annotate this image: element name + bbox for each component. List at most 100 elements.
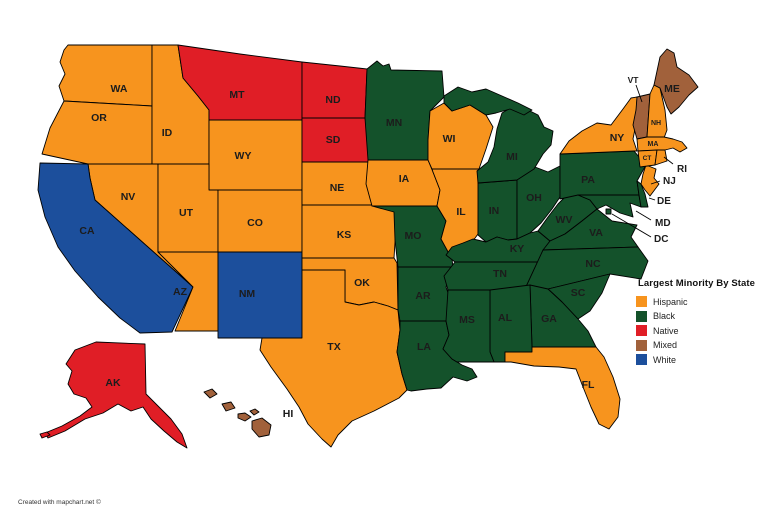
state-label-TX: TX — [327, 341, 340, 353]
legend-row-black: Black — [636, 310, 776, 322]
state-NY[interactable] — [559, 96, 638, 155]
state-label-KS: KS — [337, 229, 352, 241]
state-HI-island-5[interactable] — [251, 417, 272, 438]
callout-line-DC — [611, 213, 652, 238]
state-label-NY: NY — [610, 132, 625, 144]
state-label-SD: SD — [326, 134, 341, 146]
state-label-KY: KY — [510, 243, 525, 255]
state-label-AZ: AZ — [173, 286, 188, 298]
legend-row-white: White — [636, 354, 776, 366]
callout-line-NJ — [650, 180, 661, 185]
legend-title: Largest Minority By State — [638, 278, 756, 289]
footer-credit: Created with mapchart.net © — [18, 499, 101, 506]
state-label-RI: RI — [677, 164, 687, 175]
state-label-ND: ND — [325, 94, 341, 106]
state-label-MA: MA — [648, 141, 659, 148]
state-label-MN: MN — [386, 117, 402, 129]
state-label-CO: CO — [247, 217, 263, 229]
state-label-MD: MD — [655, 218, 671, 229]
legend-label-hispanic: Hispanic — [653, 296, 688, 307]
state-CA[interactable] — [37, 162, 194, 334]
state-label-IN: IN — [489, 205, 500, 217]
legend-swatch-native — [636, 325, 647, 337]
state-label-CA: CA — [79, 225, 95, 237]
state-label-MT: MT — [229, 89, 245, 101]
state-AZ[interactable] — [157, 251, 219, 332]
legend-row-mixed: Mixed — [636, 339, 776, 351]
state-label-DE: DE — [657, 196, 671, 207]
state-label-WV: WV — [556, 214, 573, 226]
state-label-NH: NH — [651, 120, 661, 127]
callout-line-MD — [635, 210, 652, 221]
state-HI-island-3[interactable] — [237, 412, 252, 422]
state-ND[interactable] — [301, 61, 368, 119]
state-label-MO: MO — [405, 230, 422, 242]
state-label-VA: VA — [589, 227, 603, 239]
state-label-IL: IL — [456, 206, 466, 218]
state-label-PA: PA — [581, 174, 595, 186]
state-label-GA: GA — [541, 313, 557, 325]
legend-label-white: White — [653, 354, 677, 365]
callout-line-DE — [648, 197, 656, 201]
state-label-AK: AK — [105, 377, 121, 389]
state-label-OH: OH — [526, 192, 542, 204]
state-DC[interactable] — [605, 208, 612, 215]
state-label-CT: CT — [643, 155, 652, 162]
state-label-FL: FL — [582, 379, 595, 391]
state-label-WA: WA — [111, 83, 128, 95]
state-HI-island-2[interactable] — [221, 401, 236, 412]
state-NJ[interactable] — [640, 164, 660, 197]
legend-row-hispanic: Hispanic — [636, 296, 776, 307]
state-PA[interactable] — [559, 150, 647, 200]
state-label-SC: SC — [571, 287, 586, 299]
state-label-NC: NC — [585, 258, 601, 270]
legend: Largest Minority By State Hispanic Black… — [636, 278, 776, 369]
legend-swatch-mixed — [636, 339, 647, 351]
callout-line-VT — [635, 84, 643, 103]
state-label-OK: OK — [354, 277, 370, 289]
state-AK[interactable] — [44, 341, 188, 449]
state-HI-island-4[interactable] — [249, 408, 260, 416]
state-label-ME: ME — [664, 83, 680, 95]
state-label-UT: UT — [179, 207, 194, 219]
state-label-NV: NV — [121, 191, 136, 203]
state-NM[interactable] — [217, 251, 303, 339]
state-label-ID: ID — [162, 127, 173, 139]
state-WA[interactable] — [58, 44, 153, 107]
state-RI[interactable] — [654, 149, 668, 166]
state-MI-lower[interactable] — [476, 106, 554, 184]
callout-line-RI — [663, 156, 674, 165]
state-MI-upper[interactable] — [443, 86, 533, 116]
state-label-AL: AL — [498, 312, 513, 324]
state-label-TN: TN — [493, 268, 507, 280]
state-label-AR: AR — [415, 290, 431, 302]
state-label-LA: LA — [417, 341, 431, 353]
state-label-NE: NE — [330, 182, 345, 194]
state-VA[interactable] — [542, 208, 639, 251]
state-TX[interactable] — [259, 269, 408, 448]
state-label-NJ: NJ — [663, 176, 676, 187]
state-WY[interactable] — [208, 119, 303, 191]
legend-swatch-black — [636, 310, 647, 322]
state-label-WY: WY — [235, 150, 252, 162]
state-OR[interactable] — [41, 100, 153, 165]
state-label-HI: HI — [283, 408, 294, 420]
legend-row-native: Native — [636, 325, 776, 337]
state-HI-island-1[interactable] — [203, 388, 218, 399]
state-FL[interactable] — [504, 346, 621, 430]
legend-label-mixed: Mixed — [653, 340, 678, 351]
state-label-WI: WI — [443, 133, 456, 145]
legend-swatch-hispanic — [636, 296, 647, 307]
state-label-VT: VT — [628, 75, 640, 85]
state-ME[interactable] — [653, 48, 699, 115]
legend-label-native: Native — [653, 325, 679, 336]
state-MS[interactable] — [442, 289, 495, 363]
state-label-OR: OR — [91, 112, 107, 124]
state-AK-island[interactable] — [39, 431, 51, 439]
state-label-NM: NM — [239, 288, 256, 300]
state-label-IA: IA — [399, 173, 410, 185]
legend-label-black: Black — [653, 311, 676, 322]
state-label-MS: MS — [459, 314, 475, 326]
